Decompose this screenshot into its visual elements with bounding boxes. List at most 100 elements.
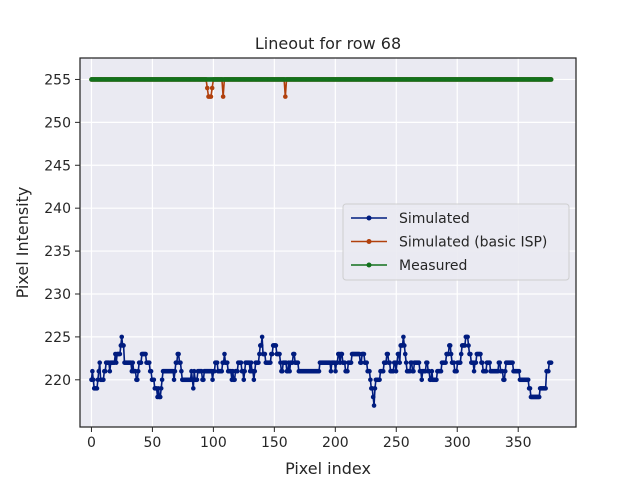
series-layer [89,77,554,408]
data-point [510,360,515,365]
data-point [102,368,108,374]
data-point [291,351,297,357]
data-point [258,343,264,348]
y-tick-label: 235 [44,244,71,260]
data-point [434,377,439,383]
data-point [212,368,217,374]
data-point [424,360,430,365]
data-point [235,368,240,374]
data-point [146,360,152,365]
data-point [429,368,435,374]
data-point [419,377,425,383]
data-point [345,368,350,374]
data-point [214,360,220,365]
y-tick-label: 250 [44,115,71,131]
data-point [287,368,292,374]
data-point [101,377,106,383]
legend-label: Simulated (basic ISP) [399,235,547,251]
x-tick-label: 200 [322,435,349,451]
data-point [295,360,301,365]
data-point [393,368,399,374]
data-point [269,351,275,357]
plot-frame [79,57,577,428]
data-point [466,343,471,348]
data-point [448,351,454,357]
data-point [273,343,279,348]
data-point [204,85,210,91]
data-point [502,377,507,383]
data-point [402,343,407,348]
data-point [380,368,386,374]
y-axis-ticks: 220 225 230 235 240 245 250 255 [44,72,80,389]
data-point [416,360,422,365]
data-point [252,368,258,374]
data-point [179,368,184,374]
data-point [121,343,126,348]
y-tick-label: 225 [44,330,71,346]
y-axis-label: Pixel Intensity [13,187,32,299]
data-point [358,360,364,365]
legend-swatch-marker [366,262,372,268]
data-point [403,360,409,365]
x-tick-label: 50 [144,435,162,451]
legend-item: Simulated (basic ISP) [351,235,547,251]
data-point [473,360,479,365]
x-tick-label: 100 [200,435,227,451]
data-point [176,351,181,357]
data-point [385,351,391,357]
data-point [232,377,237,383]
data-point [107,368,113,374]
data-point [342,360,347,365]
legend-item: Simulated [351,211,470,227]
x-tick-label: 300 [444,435,471,451]
legend-label: Simulated [399,211,470,227]
x-axis-ticks: 0 50 100 150 200 250 300 350 [87,427,532,451]
data-point [411,368,416,374]
data-point [333,368,338,374]
data-point [222,351,227,357]
y-tick-label: 220 [44,373,71,389]
data-point [502,368,508,374]
data-point [497,360,503,365]
data-point [113,360,119,365]
data-point [543,386,548,391]
data-point [201,377,206,383]
data-point [447,343,453,348]
chart-title: Lineout for row 68 [255,34,401,53]
legend-swatch-marker [366,239,372,244]
data-point [372,386,378,391]
data-point [178,360,183,365]
data-point [368,377,373,383]
data-point [251,377,257,383]
legend: Simulated Simulated (basic ISP) Measured [342,203,570,281]
data-point [364,360,370,365]
data-point [277,351,282,357]
data-point [210,377,215,383]
legend-swatch-marker [366,215,372,221]
data-point [454,368,459,374]
legend-box [342,203,570,281]
data-point [451,360,457,365]
series-2 [89,77,554,82]
data-point [238,360,244,365]
data-point [157,394,163,400]
data-point [138,360,144,365]
data-point [396,351,402,357]
data-point [241,377,247,383]
data-point [471,368,477,374]
x-tick-label: 250 [383,435,410,451]
data-point [220,94,226,99]
data-point [457,360,463,365]
data-point [280,368,285,374]
data-point [367,368,372,374]
data-point [208,94,214,99]
x-tick-label: 0 [87,435,96,451]
y-tick-label: 240 [44,201,71,217]
data-point [402,351,408,357]
data-point [94,386,100,391]
data-point [438,368,444,374]
data-point [119,334,125,340]
y-tick-label: 230 [44,287,71,303]
data-point [548,360,554,365]
legend-label: Measured [399,258,467,274]
